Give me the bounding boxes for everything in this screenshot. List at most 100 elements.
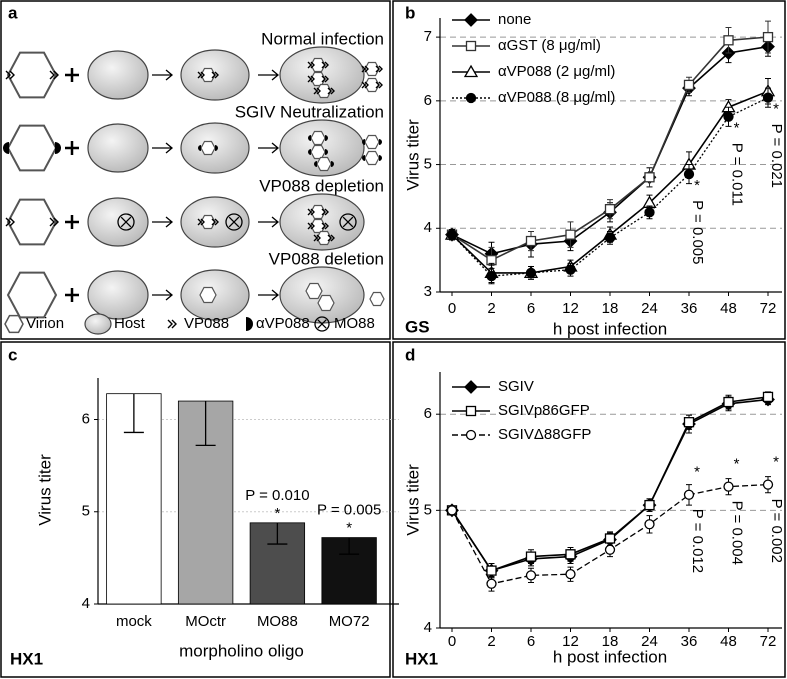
mo88 — [120, 216, 132, 228]
annotation-label: P = 0.005 — [317, 502, 381, 519]
annotation-label: P = 0.012 — [689, 509, 706, 573]
virion — [310, 130, 326, 146]
data-point — [644, 172, 655, 183]
legend-label: SGIV — [498, 378, 534, 395]
vp088 — [321, 75, 329, 83]
y-tick-label: 4 — [424, 219, 432, 236]
anti-vp088 — [308, 149, 311, 155]
legend-label: none — [498, 11, 531, 28]
row-title: VP088 deletion — [269, 249, 384, 268]
panel-frame — [0, 341, 391, 678]
data-point — [683, 417, 695, 428]
arrow — [152, 289, 174, 301]
x-tick-label: 6 — [527, 633, 535, 650]
error-bar — [195, 401, 216, 446]
annotation-mark: * — [694, 464, 700, 481]
vp088 — [211, 218, 219, 226]
legend-marker — [465, 92, 477, 104]
virion — [6, 271, 58, 319]
plus-sign — [65, 215, 79, 229]
annotation-label: P = 0.010 — [245, 487, 309, 504]
data-point — [762, 391, 774, 403]
legend-label: Host — [114, 315, 146, 332]
error-bar — [339, 537, 360, 555]
row-title: Normal infection — [261, 29, 384, 48]
data-point — [565, 264, 576, 275]
mo88 — [342, 216, 354, 228]
data-point — [486, 578, 497, 589]
data-point — [565, 569, 576, 580]
vp088 — [327, 234, 335, 242]
legend-marker — [464, 13, 478, 27]
virion — [199, 286, 217, 304]
vp088 — [307, 75, 315, 83]
legend-marker — [464, 380, 478, 394]
error-bar — [267, 522, 288, 545]
vp088 — [321, 222, 329, 230]
annotation-mark: * — [346, 520, 352, 537]
vp088 — [5, 70, 15, 80]
x-tick-label: 0 — [448, 300, 456, 317]
y-tick-label: 5 — [424, 501, 432, 518]
virion — [4, 314, 24, 334]
vp088 — [361, 65, 369, 73]
arrow — [152, 216, 174, 228]
vp088 — [313, 87, 321, 95]
data-point — [644, 519, 655, 530]
data-point — [723, 481, 734, 492]
virion — [6, 51, 58, 99]
vp088 — [307, 208, 315, 216]
x-tick-label: 24 — [641, 633, 658, 650]
panel-label: a — [8, 3, 18, 22]
vp088 — [321, 61, 329, 69]
data-point — [683, 168, 695, 180]
x-tick-label: 36 — [681, 633, 698, 650]
data-point — [683, 79, 695, 91]
annotation-label: P = 0.021 — [768, 124, 785, 188]
x-tick-label: 72 — [760, 633, 777, 650]
vp088 — [307, 61, 315, 69]
virion — [6, 198, 58, 246]
data-point — [565, 229, 576, 240]
data-point — [723, 35, 734, 46]
anti-vp088 — [379, 139, 382, 145]
annotation-mark: * — [274, 505, 280, 522]
y-tick-label: 5 — [82, 503, 90, 520]
mo88 — [314, 316, 330, 332]
legend-marker — [463, 64, 479, 78]
anti-vp088 — [3, 142, 9, 154]
vp088 — [49, 217, 59, 227]
host-cell — [87, 123, 149, 173]
virion — [364, 134, 380, 150]
y-tick-label: 6 — [82, 410, 90, 427]
x-tick-label: 2 — [487, 633, 495, 650]
vp088 — [327, 87, 335, 95]
vp088 — [361, 81, 369, 89]
annotation-mark: * — [694, 177, 700, 194]
x-tick-label: 24 — [641, 300, 658, 317]
data-point — [486, 270, 497, 282]
x-tick-label: 6 — [527, 300, 535, 317]
legend-marker — [465, 405, 477, 417]
virion — [200, 140, 216, 156]
x-tick-label: MO72 — [329, 613, 370, 630]
y-axis-title: Virus titer — [403, 464, 422, 536]
panel-label: b — [405, 3, 415, 22]
arrow — [258, 69, 280, 81]
y-tick-label: 4 — [82, 595, 90, 612]
vp088 — [307, 222, 315, 230]
x-tick-label: MOctr — [185, 613, 226, 630]
data-point — [604, 544, 616, 555]
virion — [369, 291, 385, 307]
legend-label: MO88 — [334, 315, 375, 332]
panel-label: c — [8, 345, 17, 364]
row-title: SGIV Neutralization — [235, 102, 384, 121]
data-point — [604, 204, 616, 215]
data-point — [644, 207, 655, 218]
x-tick-label: 48 — [720, 633, 737, 650]
annotation-mark: * — [734, 456, 740, 473]
legend-label: Virion — [26, 315, 64, 332]
anti-vp088 — [362, 139, 365, 145]
virion — [6, 124, 58, 172]
